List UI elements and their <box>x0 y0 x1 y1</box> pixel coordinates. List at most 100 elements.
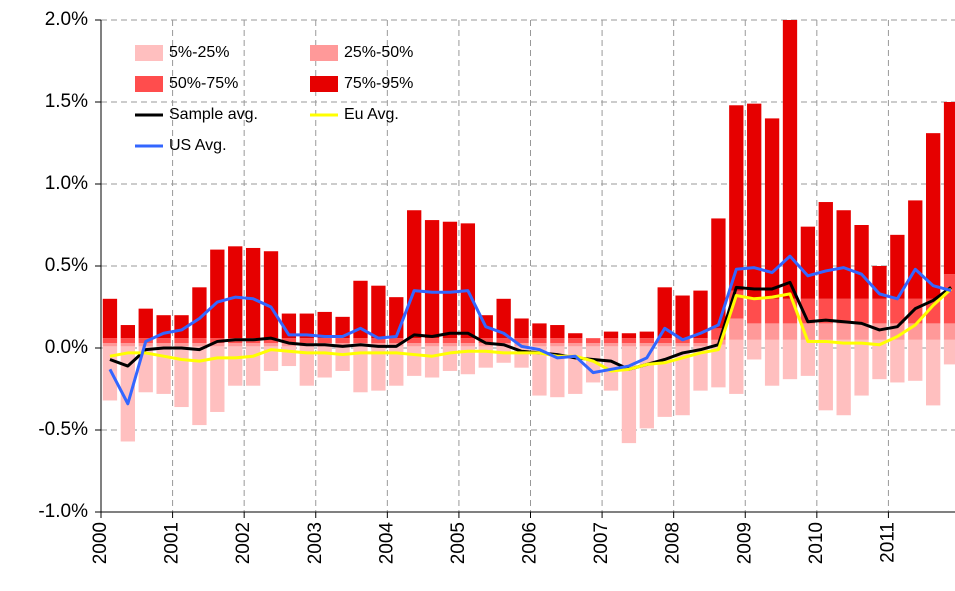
bar-segment <box>872 339 887 380</box>
bar-segment <box>872 298 887 324</box>
bar-segment <box>407 210 422 339</box>
bar-segment <box>585 338 601 344</box>
x-tick-label: 2008 <box>663 522 684 564</box>
bar-segment <box>621 338 637 344</box>
bar-segment <box>675 343 690 347</box>
bar-segment <box>800 339 816 376</box>
bar-segment <box>192 287 207 339</box>
bar-segment <box>908 200 923 299</box>
bar-segment <box>603 331 619 339</box>
bar-segment <box>299 346 314 386</box>
bar-segment <box>854 225 869 299</box>
bar-segment <box>496 298 511 339</box>
bar-segment <box>568 346 583 394</box>
bar-segment <box>210 343 225 347</box>
bar-segment <box>711 344 726 388</box>
bar-segment <box>442 338 458 344</box>
bar-segment <box>335 343 350 347</box>
bar-segment <box>460 338 476 344</box>
bar-segment <box>478 346 493 368</box>
bar-segment <box>407 343 422 347</box>
legend-swatch <box>135 76 163 92</box>
bar-segment <box>281 338 297 344</box>
bar-segment <box>245 247 261 339</box>
y-tick-label: 1.0% <box>45 173 88 194</box>
bar-segment <box>496 346 511 363</box>
bar-segment <box>228 246 243 339</box>
legend-label: 50%-75% <box>169 75 238 92</box>
bar-segment <box>371 346 386 391</box>
bar-segment <box>764 339 780 386</box>
bar-segment <box>192 343 207 347</box>
bar-segment <box>908 339 923 381</box>
bar-segment <box>908 298 923 324</box>
bar-segment <box>478 343 493 347</box>
bar-segment <box>192 338 207 344</box>
bar-segment <box>514 318 529 339</box>
bar-segment <box>818 323 833 340</box>
bar-segment <box>657 343 672 347</box>
x-tick-label: 2009 <box>734 522 755 564</box>
bar-segment <box>943 339 955 365</box>
bar-segment <box>174 343 189 347</box>
y-tick-label: 1.5% <box>45 91 88 112</box>
bar-segment <box>532 343 547 347</box>
bar-segment <box>263 343 279 347</box>
y-tick-label: 0.5% <box>45 255 88 276</box>
y-tick-label: -1.0% <box>38 501 88 522</box>
bar-segment <box>747 298 762 324</box>
bar-segment <box>335 346 350 371</box>
bar-segment <box>818 339 833 411</box>
bar-segment <box>550 338 565 344</box>
legend-label: Eu Avg. <box>344 106 399 123</box>
bar-segment <box>228 343 243 347</box>
y-tick-label: -0.5% <box>38 419 88 440</box>
bar-segment <box>442 346 458 371</box>
bar-segment <box>478 338 493 344</box>
bar-segment <box>317 338 332 344</box>
bar-segment <box>424 343 440 347</box>
bar-segment <box>353 346 368 393</box>
bar-segment <box>102 338 118 344</box>
bar-segment <box>764 118 780 299</box>
bar-segment <box>693 346 708 391</box>
bar-segment <box>281 346 297 367</box>
bar-segment <box>371 285 386 339</box>
bar-segment <box>836 298 851 324</box>
bar-segment <box>442 221 458 339</box>
bar-segment <box>371 343 386 347</box>
bar-segment <box>460 346 476 375</box>
line-series <box>109 287 953 373</box>
bar-segment <box>639 343 654 347</box>
x-tick-label: 2005 <box>448 522 469 564</box>
bar-segment <box>514 338 529 344</box>
bar-segment <box>317 346 332 378</box>
x-tick-label: 2001 <box>162 522 183 564</box>
bar-segment <box>729 318 744 340</box>
bar-segment <box>532 338 547 344</box>
bar-segment <box>210 346 225 412</box>
bar-segment <box>764 298 780 324</box>
bar-segment <box>156 338 171 344</box>
bar-segment <box>550 343 565 347</box>
bar-segment <box>836 323 851 340</box>
bar-segment <box>747 103 762 299</box>
bar-segment <box>836 210 851 299</box>
bar-segment <box>729 339 744 394</box>
legend-swatch <box>310 45 338 61</box>
bar-segment <box>174 346 189 408</box>
bar-segment <box>621 346 637 444</box>
x-tick-label: 2007 <box>591 522 612 564</box>
bar-segment <box>639 331 654 339</box>
bar-segment <box>639 338 654 344</box>
bar-segment <box>263 251 279 339</box>
bar-segment <box>532 346 547 396</box>
bar-segment <box>800 226 816 299</box>
bar-segment <box>424 346 440 378</box>
bar-segment <box>299 338 314 344</box>
bar-segment <box>281 343 297 347</box>
bar-segment <box>675 295 690 339</box>
legend: 5%-25% 25%-50% 50%-75% 75%-95% Sample avg. Eu… <box>135 44 413 154</box>
x-tick-label: 2010 <box>806 522 827 564</box>
